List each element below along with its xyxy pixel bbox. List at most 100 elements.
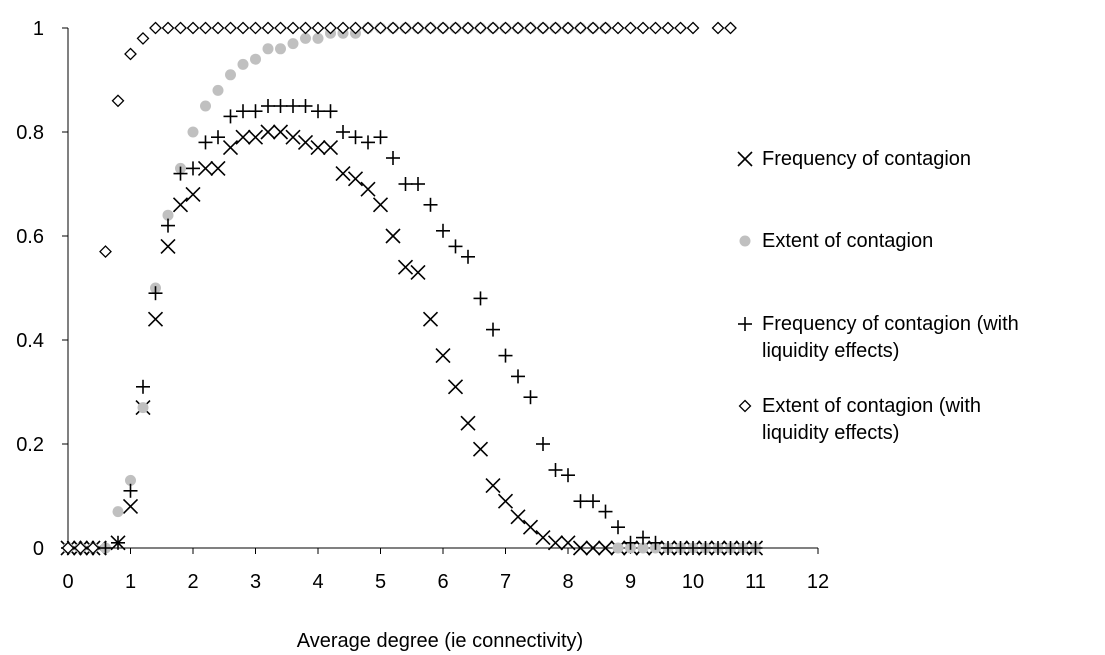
data-point xyxy=(686,541,700,555)
data-point xyxy=(461,21,475,35)
data-point xyxy=(298,99,313,113)
legend: Frequency of contagion Extent of contagio… xyxy=(737,148,1019,444)
data-point xyxy=(198,135,213,150)
data-point xyxy=(497,493,514,509)
data-point xyxy=(225,69,236,81)
legend-label: Extent of contagion xyxy=(762,230,933,252)
data-point xyxy=(686,21,700,35)
data-point xyxy=(161,21,175,35)
data-point xyxy=(199,21,212,35)
data-point xyxy=(212,84,224,96)
data-point xyxy=(111,94,125,108)
data-point xyxy=(112,506,124,518)
data-point xyxy=(624,21,637,35)
data-point xyxy=(348,130,363,145)
data-point xyxy=(261,21,275,35)
data-point xyxy=(523,390,538,405)
data-point xyxy=(573,494,588,509)
data-point xyxy=(99,245,112,259)
data-point xyxy=(161,218,175,233)
data-point xyxy=(347,171,364,187)
data-point xyxy=(397,259,414,275)
data-point xyxy=(424,21,437,35)
data-point xyxy=(250,53,261,65)
data-point xyxy=(661,541,675,555)
data-point xyxy=(398,177,413,191)
data-point xyxy=(372,197,389,213)
data-point xyxy=(98,541,113,555)
data-point xyxy=(262,43,274,55)
data-point xyxy=(211,21,225,35)
legend-label: liquidity effects) xyxy=(762,422,899,444)
data-point xyxy=(324,21,337,35)
data-point xyxy=(599,21,612,35)
legend-label: Extent of contagion (with xyxy=(762,395,981,417)
data-point xyxy=(661,21,675,35)
data-point xyxy=(611,21,625,35)
data-point xyxy=(447,379,464,395)
data-point xyxy=(311,104,325,119)
data-point xyxy=(411,21,425,35)
data-point xyxy=(460,415,476,431)
data-point xyxy=(312,32,324,44)
x-tick-label: 0 xyxy=(62,571,73,593)
data-point xyxy=(336,125,350,139)
data-point xyxy=(111,535,125,550)
data-point xyxy=(674,21,687,35)
data-point xyxy=(498,348,513,363)
data-point xyxy=(386,151,400,165)
data-point xyxy=(711,21,725,35)
data-point xyxy=(536,437,550,451)
data-point xyxy=(285,129,301,145)
data-point xyxy=(510,509,526,525)
x-tick-label: 7 xyxy=(500,571,511,593)
data-point xyxy=(585,540,601,556)
data-point xyxy=(74,541,87,555)
data-point xyxy=(399,21,412,35)
data-point xyxy=(147,311,164,327)
axes: 00.20.40.60.810 1 2 3 4 5 6 7 8 9 10 11 12 xyxy=(16,18,829,593)
data-point xyxy=(236,104,250,119)
y-tick-label: 0.2 xyxy=(16,434,44,456)
data-point xyxy=(237,58,249,70)
data-point xyxy=(236,21,250,35)
x-tick-label: 5 xyxy=(375,571,386,593)
data-point xyxy=(361,21,375,35)
series-3 xyxy=(61,21,737,555)
x-tick-label: 2 xyxy=(187,571,198,593)
data-point xyxy=(124,47,137,61)
data-point xyxy=(535,530,551,546)
data-point xyxy=(137,402,149,414)
data-point xyxy=(385,228,401,244)
data-point xyxy=(136,379,150,394)
data-point xyxy=(723,541,738,555)
series-1 xyxy=(62,22,761,554)
x-tick-label: 8 xyxy=(562,571,573,593)
data-point xyxy=(711,541,725,555)
data-point xyxy=(248,104,263,119)
data-point xyxy=(222,140,239,156)
data-point xyxy=(122,498,139,514)
data-point xyxy=(511,369,525,384)
data-point xyxy=(310,140,326,156)
data-point xyxy=(648,535,663,550)
data-point xyxy=(162,209,174,221)
data-point xyxy=(235,129,251,145)
data-point xyxy=(186,161,200,176)
data-point xyxy=(422,311,439,327)
data-point xyxy=(561,468,575,483)
data-point xyxy=(335,166,351,182)
data-point xyxy=(522,519,539,535)
data-point xyxy=(136,31,150,45)
legend-marker xyxy=(739,235,751,247)
x-tick-label: 4 xyxy=(312,571,323,593)
data-point xyxy=(286,99,300,113)
data-point xyxy=(586,494,600,509)
data-point xyxy=(547,535,564,551)
data-point xyxy=(549,21,562,35)
data-point xyxy=(224,21,237,35)
data-point xyxy=(260,124,276,140)
data-point xyxy=(360,181,376,197)
data-point xyxy=(210,160,226,176)
